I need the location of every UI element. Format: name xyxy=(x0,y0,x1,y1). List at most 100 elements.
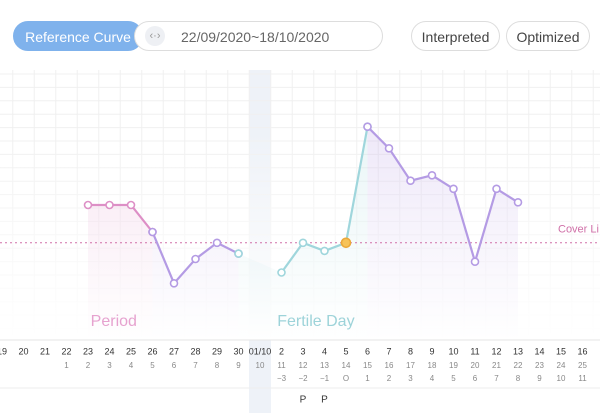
x-tick-label: 28 xyxy=(190,346,200,356)
data-point xyxy=(470,257,480,266)
x-tick-label: 10 xyxy=(448,346,458,356)
x-tick-label: 4 xyxy=(322,346,327,356)
data-point xyxy=(191,254,200,264)
x-tick-label: 20 xyxy=(18,346,28,356)
marker-label: P xyxy=(321,395,328,406)
ovulation-day-label: O xyxy=(343,374,349,383)
cycle-day-label: 22 xyxy=(514,361,523,370)
x-tick-label: 23 xyxy=(83,346,93,356)
cover-line-label: Cover Li xyxy=(558,224,599,236)
x-tick-label: 21 xyxy=(40,346,50,356)
cycle-day-label: 20 xyxy=(471,361,480,370)
x-tick-label: 26 xyxy=(147,346,157,356)
x-tick-label: 9 xyxy=(429,346,434,356)
x-tick-label: 5 xyxy=(343,346,348,356)
data-point xyxy=(212,238,222,248)
x-tick-label: 2 xyxy=(279,346,284,356)
optimized-button[interactable]: Optimized xyxy=(506,21,590,51)
x-tick-label: 22 xyxy=(61,346,71,356)
data-point xyxy=(340,237,352,249)
cycle-day-label: 1 xyxy=(64,361,69,370)
ovulation-day-label: −1 xyxy=(320,374,330,383)
data-point xyxy=(298,238,308,248)
annotation: Fertile Day xyxy=(277,313,354,330)
cycle-day-label: 14 xyxy=(342,361,351,370)
cycle-day-label: 24 xyxy=(557,361,566,370)
cycle-day-label: 9 xyxy=(236,361,241,370)
x-tick-label: 16 xyxy=(577,346,587,356)
cycle-day-label: 23 xyxy=(535,361,544,370)
cycle-day-label: 2 xyxy=(86,361,91,370)
area-fade xyxy=(0,130,600,340)
x-tick-label: 01/10 xyxy=(249,346,272,356)
ovulation-day-label: 3 xyxy=(408,374,413,383)
cycle-day-label: 12 xyxy=(299,361,308,370)
cycle-day-label: 13 xyxy=(320,361,329,370)
x-tick-label: 11 xyxy=(470,346,479,356)
marker-label: P xyxy=(300,395,307,406)
cycle-day-label: 15 xyxy=(363,361,372,370)
ovulation-day-label: 4 xyxy=(430,374,435,383)
ovulation-day-label: 6 xyxy=(473,374,478,383)
data-point xyxy=(105,200,114,210)
data-point xyxy=(234,249,243,258)
series-line xyxy=(366,125,519,266)
x-tick-label: 3 xyxy=(300,346,305,356)
ovulation-day-label: −3 xyxy=(277,374,287,383)
cycle-day-label: 11 xyxy=(277,361,286,370)
x-tick-label: 30 xyxy=(233,346,243,356)
cycle-day-label: 25 xyxy=(578,361,587,370)
cycle-day-label: 7 xyxy=(193,361,198,370)
data-point xyxy=(126,200,136,210)
cycle-day-label: 8 xyxy=(215,361,220,370)
cycle-day-label: 18 xyxy=(428,361,437,370)
data-point xyxy=(406,176,415,185)
ovulation-day-label: 10 xyxy=(557,374,566,383)
x-tick-label: 19 xyxy=(0,346,7,356)
x-tick-label: 27 xyxy=(169,346,179,356)
data-point xyxy=(427,171,437,180)
data-point xyxy=(83,200,93,210)
annotation: Period xyxy=(91,313,137,330)
x-tick-label: 13 xyxy=(513,346,523,356)
data-point xyxy=(384,144,394,153)
x-tick-label: 29 xyxy=(212,346,222,356)
ovulation-day-label: −2 xyxy=(298,374,308,383)
cycle-day-label: 17 xyxy=(406,361,415,370)
cycle-day-label: 10 xyxy=(256,361,265,370)
ovulation-day-label: 1 xyxy=(365,374,370,383)
interpreted-button[interactable]: Interpreted xyxy=(411,21,500,51)
cycle-day-label: 3 xyxy=(107,361,112,370)
date-range[interactable]: 22/09/2020~18/10/2020 xyxy=(134,21,383,51)
date-range-text: 22/09/2020~18/10/2020 xyxy=(181,29,330,45)
data-point xyxy=(148,227,157,237)
x-tick-label: 6 xyxy=(365,346,370,356)
ovulation-day-label: 11 xyxy=(578,374,587,383)
x-tick-label: 7 xyxy=(386,346,391,356)
cycle-day-label: 4 xyxy=(129,361,134,370)
x-tick-label: 15 xyxy=(556,346,566,356)
cycle-day-label: 5 xyxy=(150,361,155,370)
series-line xyxy=(88,203,154,233)
ovulation-day-label: 8 xyxy=(516,374,521,383)
range-icon[interactable]: ‹·› xyxy=(145,26,165,46)
data-point xyxy=(363,122,372,132)
cycle-day-label: 21 xyxy=(492,361,501,370)
ovulation-day-label: 9 xyxy=(537,374,542,383)
reference-curve-button[interactable]: Reference Curve xyxy=(13,21,143,51)
ovulation-day-label: 7 xyxy=(494,374,499,383)
data-point xyxy=(513,198,523,207)
data-point xyxy=(449,184,458,194)
x-tick-label: 14 xyxy=(534,346,544,356)
ovulation-day-label: 5 xyxy=(451,374,456,383)
cycle-day-label: 6 xyxy=(172,361,177,370)
x-tick-label: 8 xyxy=(408,346,413,356)
cycle-day-label: 19 xyxy=(449,361,458,370)
cycle-day-label: 16 xyxy=(385,361,394,370)
data-point xyxy=(169,279,179,288)
ovulation-day-label: 2 xyxy=(387,374,392,383)
data-point xyxy=(492,184,501,194)
data-point xyxy=(320,246,329,256)
